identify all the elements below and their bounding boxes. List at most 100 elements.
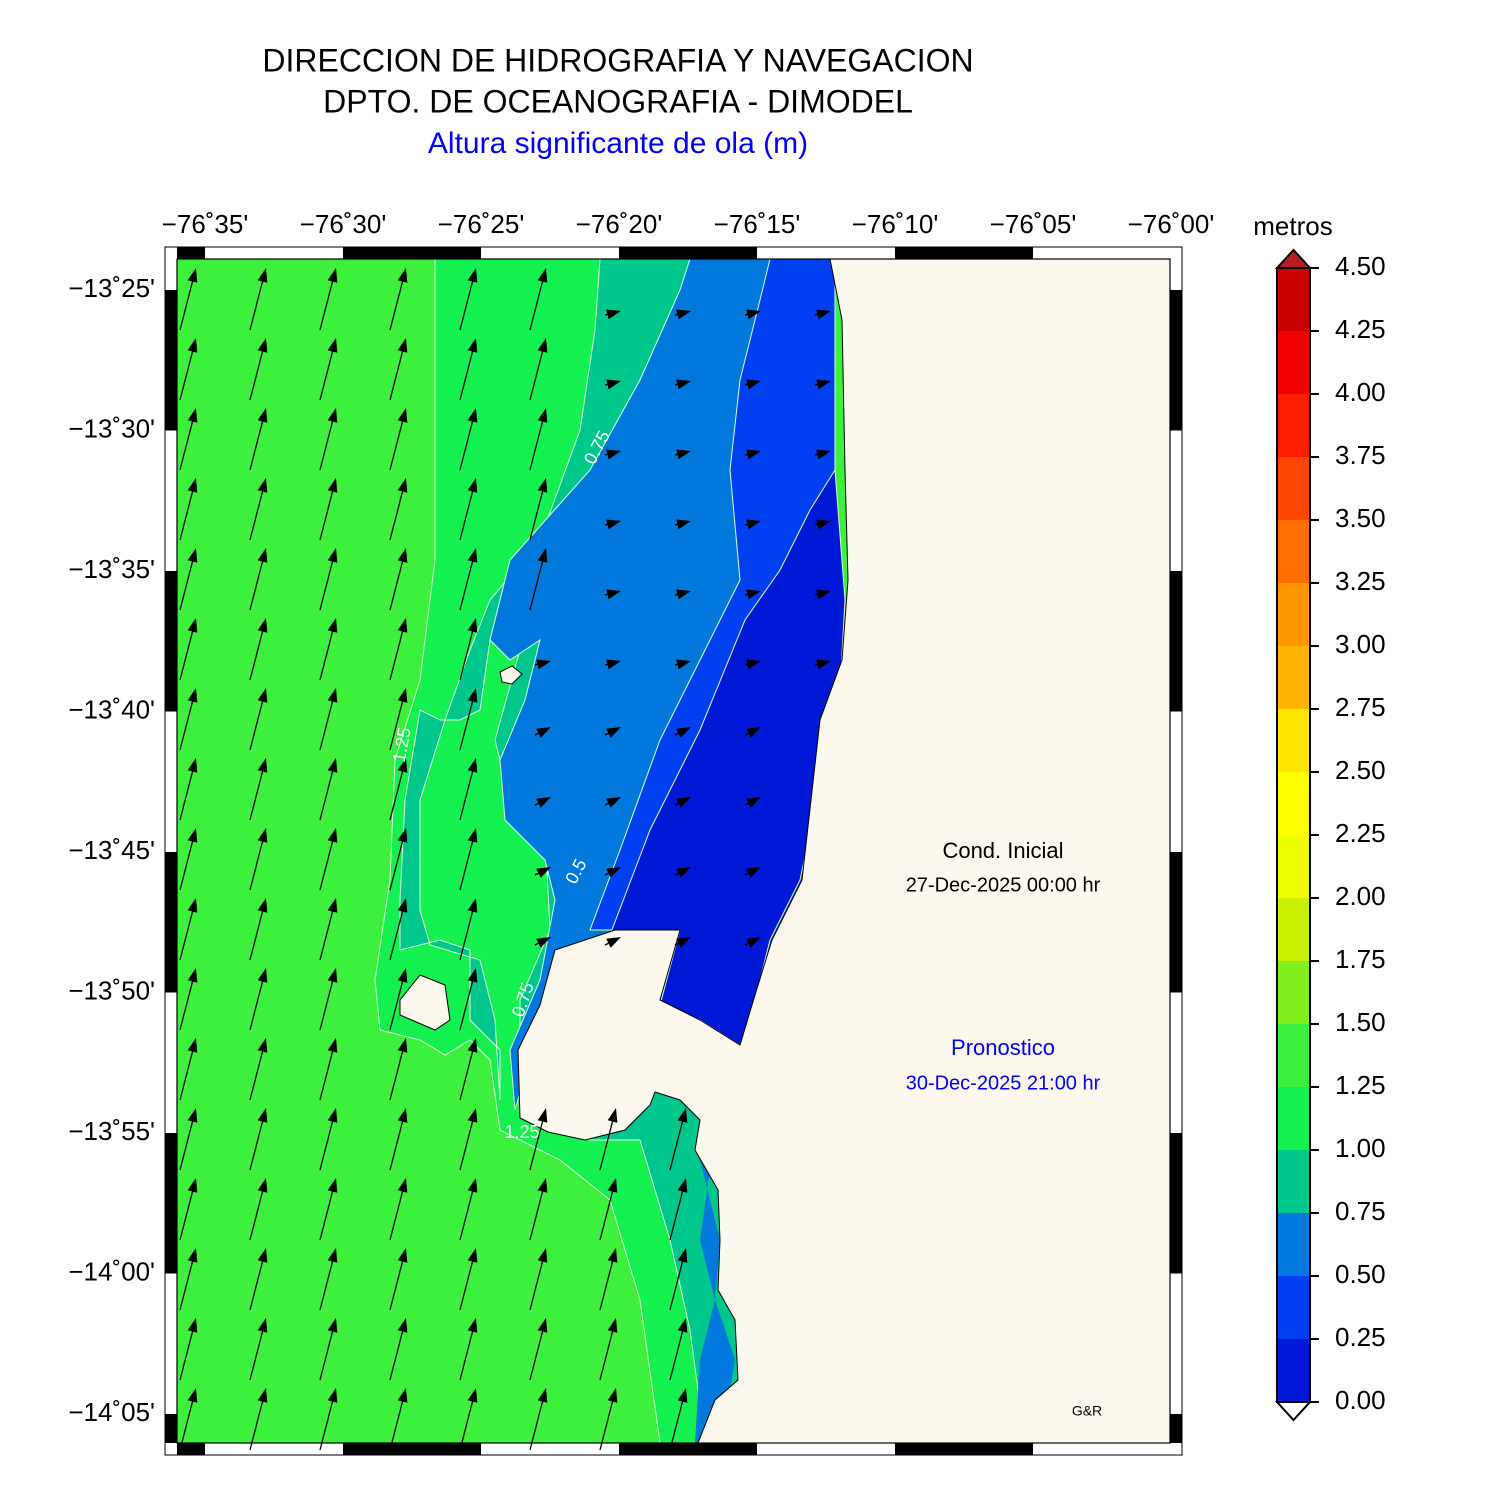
arrow-head [327, 268, 338, 283]
arrow-shaft [389, 1115, 405, 1171]
arrow-head [677, 1108, 688, 1123]
arrow-shaft [529, 1115, 545, 1171]
lon-label: −76˚10' [852, 209, 939, 239]
arrow-head [746, 937, 761, 948]
variable-title: Altura significante de ola (m) [428, 127, 808, 160]
colorbar-label: 1.25 [1335, 1070, 1386, 1100]
arrow-head [187, 548, 198, 563]
arrow-shaft [459, 1395, 475, 1451]
arrow-shaft [249, 835, 265, 891]
arrow-shaft [459, 835, 475, 891]
colorbar-label: 1.00 [1335, 1133, 1386, 1163]
colorbar-label: 3.75 [1335, 440, 1386, 470]
arrow-head [537, 1318, 548, 1333]
arrow-shaft [389, 625, 405, 681]
arrow-shaft [179, 835, 195, 891]
arrow-head [606, 589, 621, 600]
arrow-head [677, 1388, 688, 1403]
arrow-shaft [529, 1185, 545, 1241]
colorbar-label: 2.50 [1335, 755, 1386, 785]
arrow-shaft [319, 1115, 335, 1171]
frame-tick [1170, 290, 1182, 431]
arrow-head [676, 449, 691, 460]
lat-label: −13˚40' [68, 694, 155, 724]
arrow-head [327, 1248, 338, 1263]
arrow-shaft [459, 275, 475, 331]
frame-tick [895, 247, 1033, 259]
arrow-shaft [529, 345, 545, 401]
arrow-head [257, 758, 268, 773]
arrow-shaft [319, 835, 335, 891]
arrow-shaft [599, 1185, 615, 1241]
arrow-head [537, 478, 548, 493]
arrow-head [816, 589, 831, 600]
arrow-shaft [389, 1395, 405, 1451]
colorbar-bin [1277, 835, 1310, 898]
arrow-shaft [249, 1115, 265, 1171]
arrow-head [327, 1388, 338, 1403]
arrow-shaft [459, 415, 475, 471]
arrow-shaft [459, 975, 475, 1031]
arrow-head [187, 688, 198, 703]
colorbar-label: 3.00 [1335, 629, 1386, 659]
arrow-head [327, 1318, 338, 1333]
arrow-head [467, 618, 478, 633]
arrow-shaft [179, 975, 195, 1031]
arrow-shaft [669, 1395, 685, 1451]
arrow-head [467, 1318, 478, 1333]
arrow-head [257, 688, 268, 703]
arrow-head [746, 449, 761, 460]
arrow-shaft [319, 1395, 335, 1451]
arrow-head [327, 968, 338, 983]
arrow-shaft [459, 1115, 475, 1171]
colorbar-label: 3.25 [1335, 566, 1386, 596]
colorbar-bin [1277, 583, 1310, 646]
arrow-shaft [459, 1045, 475, 1101]
arrow-shaft [249, 345, 265, 401]
arrow-head [606, 659, 621, 670]
colorbar-label: 0.50 [1335, 1259, 1386, 1289]
arrow-shaft [249, 415, 265, 471]
arrow-head [187, 268, 198, 283]
arrow-head [327, 828, 338, 843]
arrow-head [327, 898, 338, 913]
arrow-head [816, 309, 831, 320]
arrow-head [327, 1108, 338, 1123]
arrow-head [397, 758, 408, 773]
arrow-head [676, 727, 691, 738]
arrow-shaft [179, 415, 195, 471]
arrow-head [467, 758, 478, 773]
arrow-shaft [389, 1255, 405, 1311]
arrow-shaft [319, 345, 335, 401]
arrow-shaft [529, 275, 545, 331]
arrow-head [677, 1248, 688, 1263]
colorbar-bin [1277, 520, 1310, 583]
arrow-shaft [319, 485, 335, 541]
arrow-head [536, 867, 551, 878]
arrow-shaft [249, 485, 265, 541]
arrow-shaft [249, 275, 265, 331]
arrow-shaft [249, 695, 265, 751]
arrow-head [746, 379, 761, 390]
colorbar-bin [1277, 268, 1310, 331]
arrow-head [607, 1108, 618, 1123]
arrow-head [746, 727, 761, 738]
arrow-head [187, 898, 198, 913]
lat-label: −14˚05' [68, 1397, 155, 1427]
arrow-head [397, 1108, 408, 1123]
arrow-head [467, 1388, 478, 1403]
lat-label: −13˚25' [68, 273, 155, 303]
colorbar-bin [1277, 331, 1310, 394]
arrow-head [536, 659, 551, 670]
lat-label: −13˚35' [68, 554, 155, 584]
arrow-head [327, 408, 338, 423]
arrow-head [746, 519, 761, 530]
arrow-head [327, 1178, 338, 1193]
arrow-head [606, 309, 621, 320]
frame-tick [1170, 571, 1182, 712]
arrow-shaft [459, 555, 475, 611]
zone-south [695, 1100, 735, 1443]
colorbar-over [1274, 248, 1313, 269]
arrow-shaft [249, 625, 265, 681]
lat-label: −13˚30' [68, 413, 155, 443]
